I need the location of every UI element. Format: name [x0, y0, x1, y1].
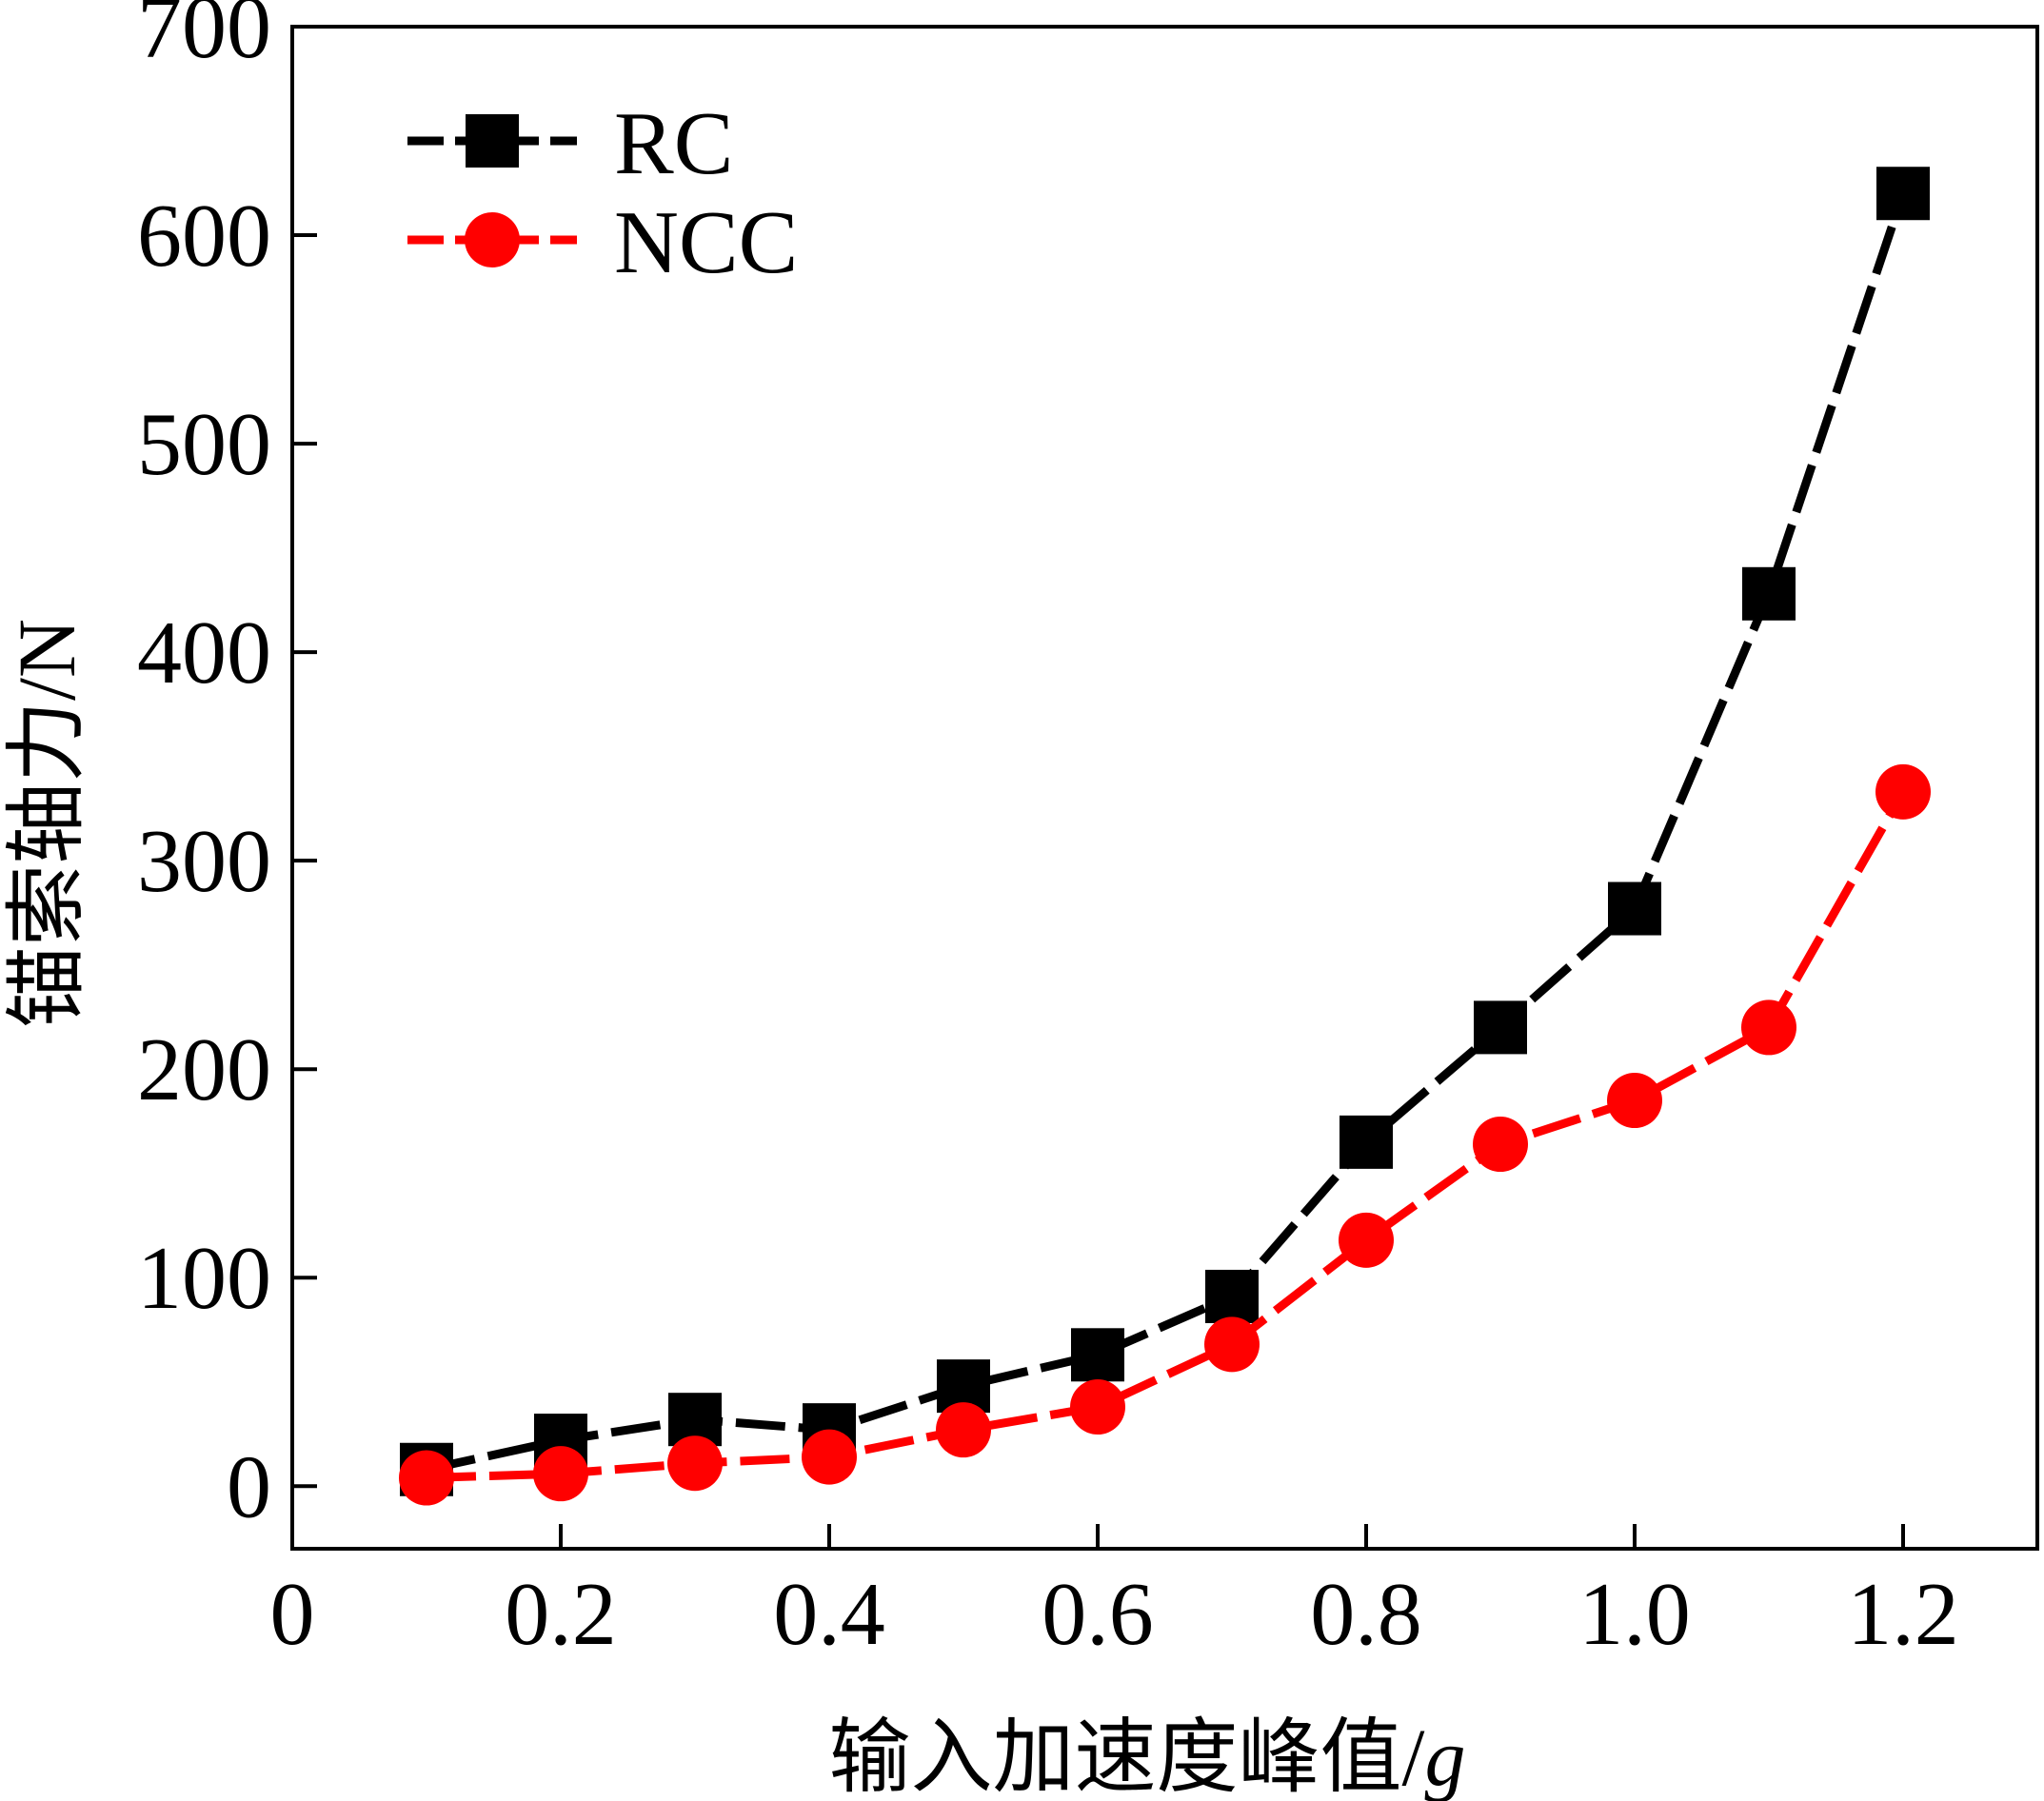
legend-marker-circle	[465, 212, 520, 267]
data-point-ncc	[802, 1429, 857, 1485]
series-layer	[399, 167, 1931, 1506]
data-point-rc	[1474, 1000, 1527, 1055]
data-point-rc	[1071, 1328, 1124, 1382]
data-point-ncc	[1741, 999, 1796, 1056]
data-point-rc	[1205, 1269, 1259, 1323]
y-tick-label: 100	[137, 1229, 271, 1328]
legend-item-ncc: NCC	[407, 193, 798, 292]
y-tick-label: 0	[227, 1437, 271, 1536]
data-point-rc	[1742, 566, 1796, 621]
data-point-ncc	[399, 1450, 454, 1506]
y-tick-label: 600	[137, 187, 271, 286]
data-point-ncc	[667, 1435, 723, 1492]
legend-label-rc: RC	[614, 94, 733, 193]
data-point-ncc	[1875, 763, 1931, 820]
data-point-ncc	[533, 1446, 588, 1502]
y-tick-label: 400	[137, 604, 271, 703]
data-point-ncc	[936, 1402, 991, 1458]
series-ncc	[399, 763, 1931, 1506]
x-axis-title: 输入加速度峰值/g	[829, 1712, 1466, 1801]
x-tick-label: 0.8	[1310, 1565, 1422, 1664]
plot-frame	[290, 25, 2039, 1551]
data-point-rc	[1876, 167, 1930, 221]
x-tick-label: 0	[270, 1565, 315, 1664]
data-point-ncc	[1473, 1117, 1528, 1173]
y-tick-label: 700	[137, 0, 271, 77]
y-tick-label: 200	[137, 1020, 271, 1119]
legend-item-rc: RC	[407, 94, 733, 193]
x-tick-label: 0.2	[505, 1565, 617, 1664]
data-point-ncc	[1339, 1212, 1394, 1268]
x-tick-label: 1.2	[1847, 1565, 1959, 1664]
series-rc	[400, 167, 1930, 1496]
y-tick-label: 300	[137, 812, 271, 911]
x-tick-label: 0.6	[1042, 1565, 1154, 1664]
legend-label-ncc: NCC	[614, 193, 798, 292]
x-tick-label: 1.0	[1578, 1565, 1691, 1664]
data-point-rc	[1608, 881, 1661, 936]
legend-marker-square	[466, 114, 519, 168]
y-tick-label: 500	[137, 395, 271, 494]
data-point-rc	[1340, 1115, 1393, 1169]
data-point-ncc	[1070, 1379, 1125, 1435]
series-line-ncc	[426, 789, 1907, 1483]
series-line-rc	[426, 191, 1908, 1474]
data-point-ncc	[1204, 1316, 1260, 1373]
data-point-ncc	[1607, 1073, 1662, 1129]
x-tick-label: 0.4	[773, 1565, 885, 1664]
axes-layer: 0 100 200 300 400 500 600 700 0 0.2 0.4 0.6 0.8 1.0 1.…	[137, 0, 2039, 1664]
y-axis-title: 锚索轴力/N	[1, 619, 92, 1028]
